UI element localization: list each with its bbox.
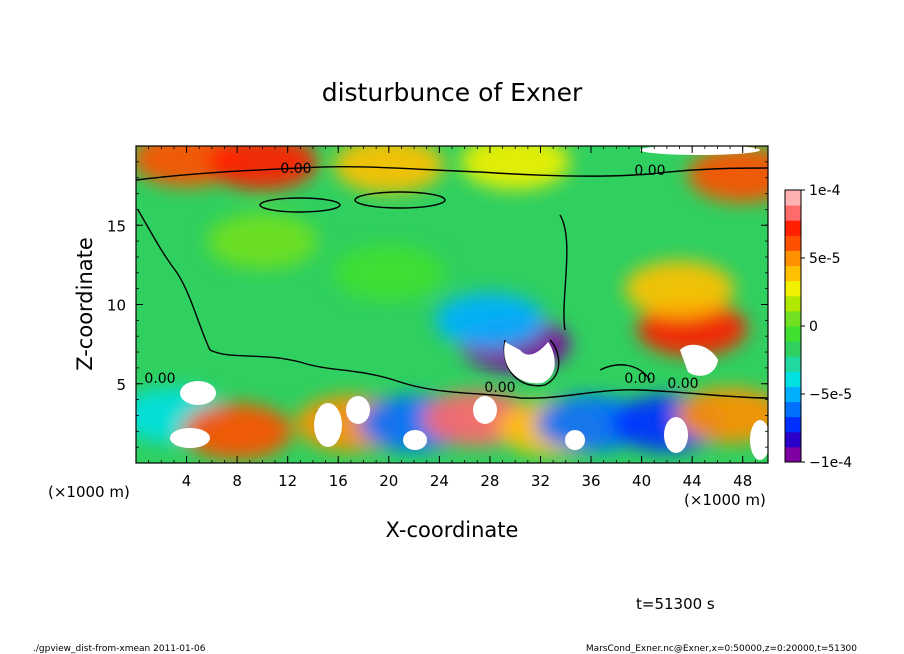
x-tick-label: 16 — [329, 472, 348, 490]
y-tick-label: 15 — [107, 217, 126, 235]
x-tick-label: 28 — [480, 472, 499, 490]
colorbar-labels: 1e-4 5e-5 0 −5e-5 −1e-4 — [801, 183, 852, 471]
footer-right: MarsCond_Exner.nc@Exner,x=0:50000,z=0:20… — [586, 644, 857, 654]
contour-label: 0.00 — [624, 371, 655, 387]
heatmap-cell — [434, 292, 545, 349]
colorbar-label: 5e-5 — [809, 251, 840, 267]
colorbar-label: 0 — [809, 319, 818, 335]
y-axis: 5 10 15 — [107, 145, 768, 464]
x-tick-label: 44 — [683, 472, 702, 490]
time-label: t=51300 s — [636, 595, 715, 613]
colorbar-swatch — [785, 386, 801, 403]
colorbar-swatch — [785, 205, 801, 221]
x-tick-label: 20 — [379, 472, 398, 490]
x-tick-label: 48 — [733, 472, 752, 490]
heatmap-cell — [536, 395, 647, 452]
x-tick-label: 24 — [430, 472, 449, 490]
footer-left: ./gpview_dist-from-xmean 2011-01-06 — [33, 644, 206, 654]
colorbar-swatch — [785, 280, 801, 297]
heatmap-blobs — [136, 146, 768, 460]
colorbar-swatch — [785, 446, 801, 463]
colorbar-swatch — [785, 190, 801, 206]
x-axis-label: X-coordinate — [386, 518, 519, 542]
contour-label: 0.00 — [280, 161, 311, 177]
colorbar-swatch — [785, 416, 801, 433]
y-tick-label: 5 — [116, 376, 126, 394]
colorbar-label: −1e-4 — [809, 455, 852, 471]
x-tick-label: 32 — [531, 472, 550, 490]
heatmap-cell — [624, 260, 735, 317]
contour-label: 0.00 — [484, 380, 515, 396]
y-tick-label: 10 — [107, 297, 126, 315]
heatmap-cell — [333, 146, 444, 194]
colorbar-swatch — [785, 326, 801, 342]
colorbar-swatch — [785, 341, 801, 357]
colorbar-swatch — [785, 250, 801, 267]
heatmap-cell — [687, 146, 768, 203]
colorbar-swatch — [785, 431, 801, 448]
colorbar-swatch — [785, 265, 801, 282]
contour-label: 0.00 — [667, 376, 698, 392]
colorbar-swatch — [785, 371, 801, 387]
heatmap-cell — [207, 213, 318, 270]
colorbar-label: 1e-4 — [809, 183, 841, 199]
heatmap-cell — [460, 146, 571, 190]
heatmap-cell — [182, 403, 293, 460]
x-axis: 4 8 12 16 20 24 28 32 36 40 44 48 — [135, 146, 769, 490]
x-tick-label: 8 — [232, 472, 242, 490]
colorbar-swatch — [785, 235, 801, 251]
colorbar-swatch — [785, 401, 801, 418]
colorbar — [785, 190, 801, 463]
y-axis-label: Z-coordinate — [73, 237, 97, 371]
colorbar-swatch — [785, 220, 801, 236]
heatmap-cell — [207, 146, 318, 190]
contour-label: 0.00 — [144, 371, 175, 387]
colorbar-label: −5e-5 — [809, 387, 852, 403]
x-tick-label: 36 — [581, 472, 600, 490]
colorbar-swatch — [785, 295, 801, 312]
contour-label: 0.00 — [634, 163, 665, 179]
colorbar-swatch — [785, 356, 801, 372]
x-unit-right: (×1000 m) — [684, 491, 766, 509]
heatmap-cell — [675, 387, 768, 444]
x-tick-label: 12 — [278, 472, 297, 490]
heatmap-cell — [333, 244, 444, 301]
chart-title: disturbunce of Exner — [322, 78, 583, 107]
x-unit-left: (×1000 m) — [48, 483, 130, 501]
contour-labels: 0.00 0.00 0.00 0.00 0.00 0.00 — [144, 161, 698, 396]
colorbar-swatch — [785, 310, 801, 327]
heatmap-field: 0.00 0.00 0.00 0.00 0.00 0.00 — [136, 146, 768, 463]
x-tick-label: 40 — [632, 472, 651, 490]
x-tick-label: 4 — [182, 472, 192, 490]
